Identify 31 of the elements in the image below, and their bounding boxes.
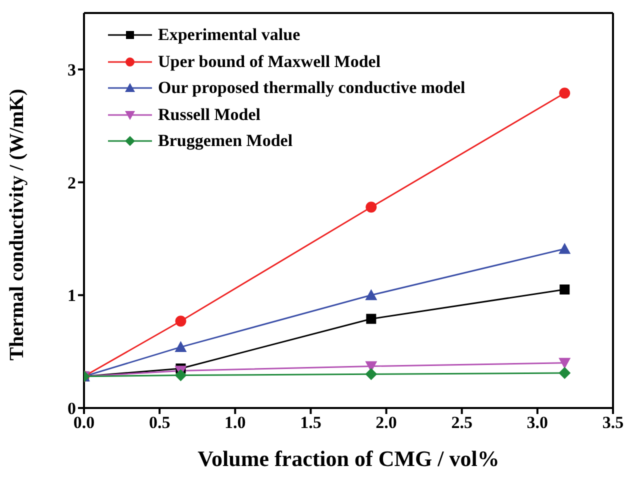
y-tick-label: 2 <box>68 173 76 192</box>
point <box>559 88 570 99</box>
legend-label: Bruggemen Model <box>158 130 293 152</box>
point <box>174 369 187 382</box>
y-axis-title: Thermal conductivity / (W/mK) <box>6 88 28 360</box>
point <box>558 367 571 380</box>
x-axis-title: Volume fraction of CMG / vol% <box>198 446 500 471</box>
point <box>560 284 570 294</box>
x-tick-label: 0.0 <box>73 413 95 432</box>
x-tick-label: 1.0 <box>224 413 246 432</box>
x-tick-label: 3.0 <box>526 413 548 432</box>
legend-label: Experimental value <box>158 24 300 46</box>
x-tick-label: 3.5 <box>602 413 624 432</box>
point <box>366 202 377 213</box>
legend-label: Our proposed thermally conductive model <box>158 77 466 99</box>
y-tick-label: 0 <box>68 399 76 418</box>
point <box>365 368 378 380</box>
legend-label: Russell Model <box>158 104 260 126</box>
y-tick-label: 3 <box>68 60 76 80</box>
point <box>174 341 187 352</box>
point <box>175 316 186 327</box>
x-tick-label: 0.5 <box>148 413 170 432</box>
point <box>558 242 571 254</box>
point <box>366 314 376 324</box>
legend-label: Uper bound of Maxwell Model <box>158 50 381 73</box>
point <box>558 358 571 369</box>
x-tick-label: 1.5 <box>300 413 322 432</box>
x-tick-label: 2.5 <box>451 413 472 432</box>
x-tick-label: 2.0 <box>376 413 397 432</box>
point <box>365 289 378 300</box>
y-tick-label: 1 <box>68 286 76 306</box>
